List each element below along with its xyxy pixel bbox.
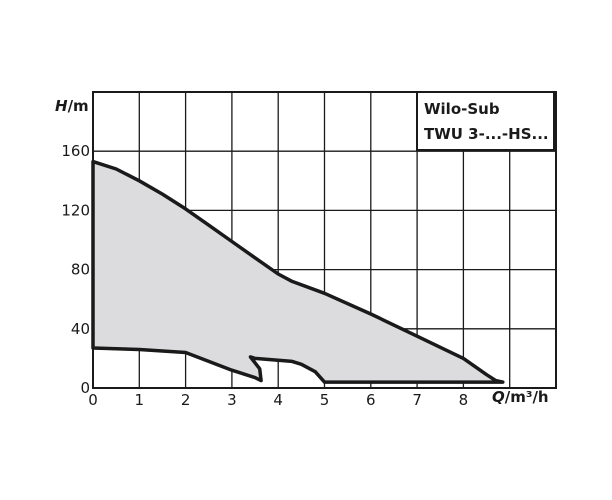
- plot-frame: [92, 91, 557, 389]
- x-tick-label: 0: [88, 391, 98, 409]
- x-tick-label: 4: [273, 391, 283, 409]
- title-line-1: Wilo-Sub: [424, 100, 500, 118]
- y-axis-label: H/m: [55, 97, 89, 115]
- x-axis-symbol: Q: [492, 388, 505, 406]
- y-tick-label: 0: [80, 379, 90, 397]
- y-tick-label: 120: [61, 201, 90, 219]
- y-axis-unit: /m: [68, 97, 89, 115]
- x-tick-label: 2: [181, 391, 191, 409]
- x-tick-label: 8: [459, 391, 469, 409]
- y-tick-label: 80: [71, 261, 90, 279]
- operating-range-area: [91, 159, 505, 384]
- title-line-2: TWU 3-...-HS...: [424, 125, 549, 143]
- x-tick-label: 3: [227, 391, 237, 409]
- x-tick-label: 5: [320, 391, 330, 409]
- x-tick-label: 7: [412, 391, 422, 409]
- y-tick-label: 160: [61, 142, 90, 160]
- x-axis-unit: /m³/h: [505, 388, 549, 406]
- y-tick-label: 40: [71, 320, 90, 338]
- x-axis-label: Q/m³/h: [492, 388, 549, 406]
- x-tick-label: 6: [366, 391, 376, 409]
- title-box: [416, 91, 555, 151]
- x-tick-label: 1: [135, 391, 145, 409]
- y-axis-symbol: H: [55, 97, 68, 115]
